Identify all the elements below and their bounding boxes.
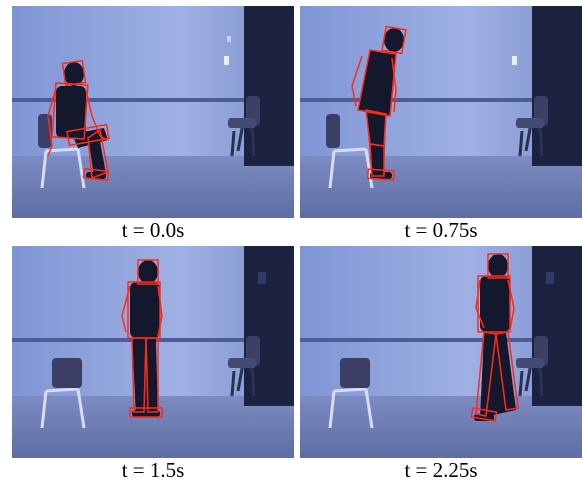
scene-sitting-photo bbox=[12, 6, 294, 218]
video-frame-4 bbox=[300, 246, 582, 458]
video-frame-2 bbox=[300, 6, 582, 218]
scene-walking-away-photo bbox=[300, 246, 582, 458]
pose-overlay bbox=[470, 253, 519, 422]
scene-standing-up-photo bbox=[300, 6, 582, 218]
pose-overlay bbox=[351, 25, 407, 181]
frame-caption: t = 0.75s bbox=[404, 218, 478, 242]
video-frame-3 bbox=[12, 246, 294, 458]
pose-overlay bbox=[47, 59, 110, 182]
pose-overlay bbox=[121, 259, 163, 418]
frame-caption: t = 0.0s bbox=[121, 218, 185, 242]
scene-walking-photo bbox=[12, 246, 294, 458]
video-frame-1 bbox=[12, 6, 294, 218]
frame-caption: t = 1.5s bbox=[121, 458, 185, 482]
frame-caption: t = 2.25s bbox=[404, 458, 478, 482]
